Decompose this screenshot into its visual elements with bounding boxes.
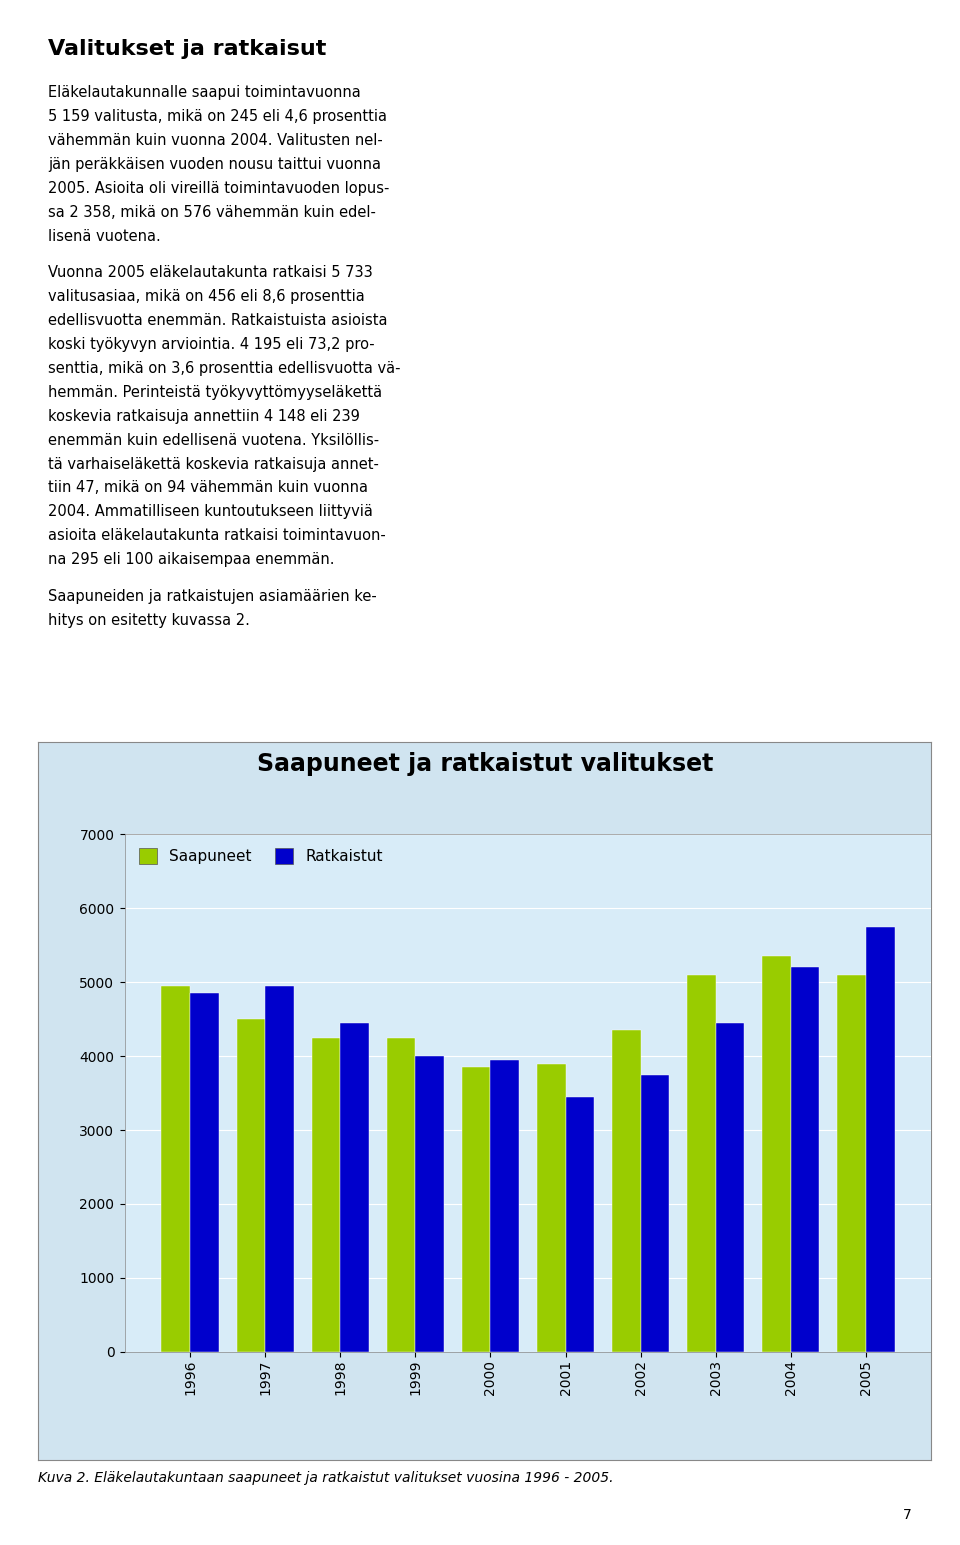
Bar: [716, 1023, 744, 1352]
Text: Kuva 2. Eläkelautakuntaan saapuneet ja ratkaistut valitukset vuosina 1996 - 2005: Kuva 2. Eläkelautakuntaan saapuneet ja r…: [38, 1471, 613, 1485]
Bar: [565, 1097, 594, 1352]
Bar: [462, 1068, 491, 1352]
Bar: [537, 1063, 565, 1352]
Bar: [687, 975, 716, 1352]
Text: enemmän kuin edellisenä vuotena. Yksilöllis-: enemmän kuin edellisenä vuotena. Yksilöl…: [48, 433, 379, 448]
Text: jän peräkkäisen vuoden nousu taittui vuonna: jän peräkkäisen vuoden nousu taittui vuo…: [48, 156, 381, 171]
Text: senttia, mikä on 3,6 prosenttia edellisvuotta vä-: senttia, mikä on 3,6 prosenttia edellisv…: [48, 360, 400, 375]
Bar: [491, 1060, 519, 1352]
Text: koski työkyvyn arviointia. 4 195 eli 73,2 pro-: koski työkyvyn arviointia. 4 195 eli 73,…: [48, 337, 374, 352]
Text: hemmän. Perinteistä työkyvyttömyyseläkettä: hemmän. Perinteistä työkyvyttömyyseläket…: [48, 385, 382, 400]
Bar: [340, 1023, 369, 1352]
Text: vähemmän kuin vuonna 2004. Valitusten nel-: vähemmän kuin vuonna 2004. Valitusten ne…: [48, 133, 383, 148]
Bar: [762, 956, 791, 1352]
Bar: [866, 927, 895, 1352]
Bar: [791, 967, 820, 1352]
Text: valitusasiaa, mikä on 456 eli 8,6 prosenttia: valitusasiaa, mikä on 456 eli 8,6 prosen…: [48, 289, 365, 304]
Text: tä varhaiseläkettä koskevia ratkaisuja annet-: tä varhaiseläkettä koskevia ratkaisuja a…: [48, 456, 379, 471]
Bar: [190, 993, 219, 1352]
Text: hitys on esitetty kuvassa 2.: hitys on esitetty kuvassa 2.: [48, 612, 250, 627]
Legend: Saapuneet, Ratkaistut: Saapuneet, Ratkaistut: [132, 842, 389, 870]
Bar: [640, 1075, 669, 1352]
Text: 2004. Ammatilliseen kuntoutukseen liittyviä: 2004. Ammatilliseen kuntoutukseen liitty…: [48, 504, 372, 519]
Text: 2005. Asioita oli vireillä toimintavuoden lopus-: 2005. Asioita oli vireillä toimintavuode…: [48, 181, 390, 196]
Bar: [416, 1057, 444, 1352]
Text: tiin 47, mikä on 94 vähemmän kuin vuonna: tiin 47, mikä on 94 vähemmän kuin vuonna: [48, 480, 368, 496]
Bar: [265, 986, 294, 1352]
Text: na 295 eli 100 aikaisempaa enemmän.: na 295 eli 100 aikaisempaa enemmän.: [48, 552, 334, 567]
Text: asioita eläkelautakunta ratkaisi toimintavuon-: asioita eläkelautakunta ratkaisi toimint…: [48, 528, 386, 544]
Text: Eläkelautakunnalle saapui toimintavuonna: Eläkelautakunnalle saapui toimintavuonna: [48, 85, 361, 100]
Bar: [387, 1038, 416, 1352]
Text: lisenä vuotena.: lisenä vuotena.: [48, 229, 160, 244]
Text: 5 159 valitusta, mikä on 245 eli 4,6 prosenttia: 5 159 valitusta, mikä on 245 eli 4,6 pro…: [48, 108, 387, 124]
Bar: [612, 1031, 640, 1352]
Bar: [312, 1038, 340, 1352]
Text: 7: 7: [903, 1508, 912, 1522]
Text: Saapuneet ja ratkaistut valitukset: Saapuneet ja ratkaistut valitukset: [256, 751, 713, 776]
Text: edellisvuotta enemmän. Ratkaistuista asioista: edellisvuotta enemmän. Ratkaistuista asi…: [48, 312, 388, 328]
Text: Valitukset ja ratkaisut: Valitukset ja ratkaisut: [48, 39, 326, 59]
Bar: [161, 986, 190, 1352]
Bar: [837, 975, 866, 1352]
Bar: [236, 1020, 265, 1352]
Text: Vuonna 2005 eläkelautakunta ratkaisi 5 733: Vuonna 2005 eläkelautakunta ratkaisi 5 7…: [48, 264, 372, 280]
Text: koskevia ratkaisuja annettiin 4 148 eli 239: koskevia ratkaisuja annettiin 4 148 eli …: [48, 408, 360, 423]
Text: sa 2 358, mikä on 576 vähemmän kuin edel-: sa 2 358, mikä on 576 vähemmän kuin edel…: [48, 204, 376, 219]
Text: Saapuneiden ja ratkaistujen asiamäärien ke-: Saapuneiden ja ratkaistujen asiamäärien …: [48, 589, 376, 604]
